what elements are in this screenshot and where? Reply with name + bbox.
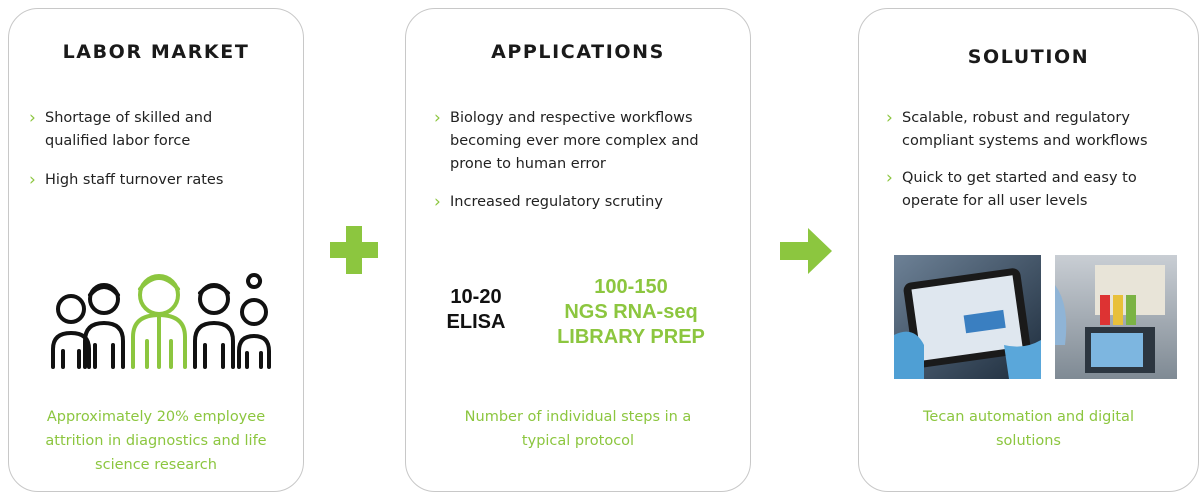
bullet: Shortage of skilled and qualified labor … <box>29 107 245 153</box>
people-icon <box>51 273 271 369</box>
arrow-icon <box>780 228 832 274</box>
step-number: 10-20 <box>450 286 502 308</box>
card-title: SOLUTION <box>967 46 1090 68</box>
bullet: Scalable, robust and regulatory complian… <box>886 107 1192 153</box>
card-caption: Approximately 20% employee attrition in … <box>45 409 267 473</box>
photo-instrument <box>1055 255 1177 379</box>
photo-tablet <box>894 255 1041 379</box>
card-caption: Number of individual steps in a typical … <box>464 409 692 449</box>
plus-icon <box>330 226 378 274</box>
card-title: APPLICATIONS <box>491 41 665 63</box>
bullet: Quick to get started and easy to operate… <box>886 167 1182 213</box>
card-labor: LABOR MARKET Shortage of skilled and qua… <box>8 8 304 492</box>
card-caption: Tecan automation and digital solutions <box>923 409 1134 449</box>
step-number: 100-150 <box>594 276 668 298</box>
bullet: High staff turnover rates <box>29 169 265 192</box>
step-label: ELISA <box>446 311 506 333</box>
card-applications: APPLICATIONS Biology and respective work… <box>405 8 751 492</box>
step-label: NGS RNA-seq LIBRARY PREP <box>557 301 705 348</box>
card-title: LABOR MARKET <box>62 41 250 63</box>
card-solution: SOLUTION Scalable, robust and regulatory… <box>858 8 1199 492</box>
bullet: Increased regulatory scrutiny <box>434 191 730 214</box>
bullet: Biology and respective workflows becomin… <box>434 107 730 176</box>
